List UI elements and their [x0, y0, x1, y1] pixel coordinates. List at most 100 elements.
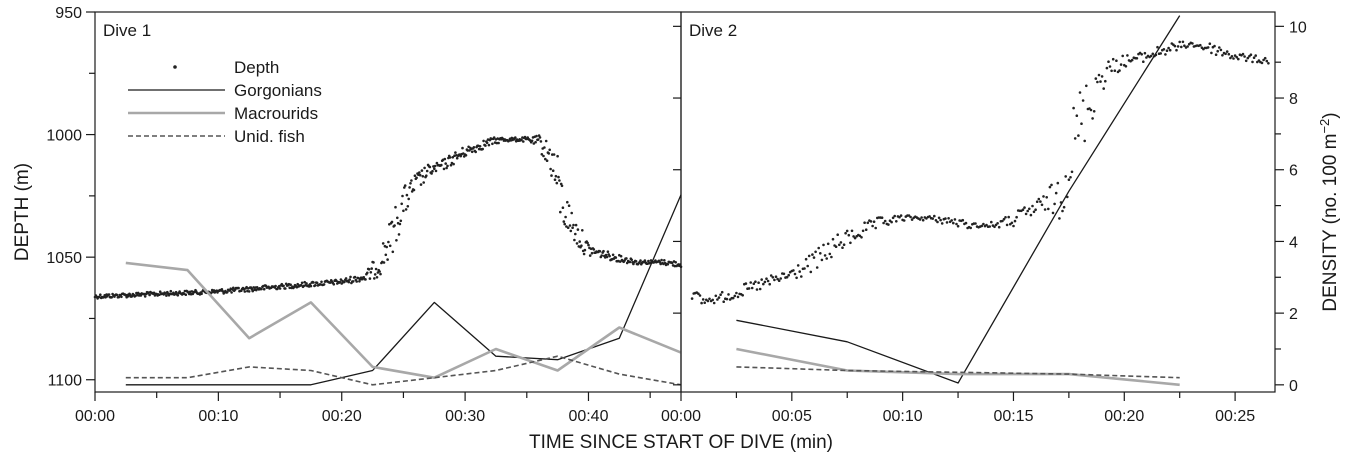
legend-label: Gorgonians — [234, 81, 322, 100]
depth-point — [484, 144, 487, 147]
depth-point — [1040, 203, 1044, 207]
depth-point — [608, 254, 611, 258]
depth-point — [1042, 195, 1045, 198]
depth-point — [1115, 59, 1118, 62]
depth-point — [408, 186, 411, 189]
depth-point — [826, 242, 830, 246]
depth-point — [936, 220, 939, 224]
depth-point — [1023, 206, 1026, 209]
depth-point — [435, 161, 439, 165]
depth-point — [625, 257, 628, 260]
depth-point — [700, 301, 703, 305]
depth-point — [666, 263, 670, 266]
depth-point — [1075, 114, 1079, 117]
depth-point — [1165, 49, 1169, 52]
depth-point — [1037, 197, 1041, 201]
depth-point — [548, 148, 551, 152]
depth-point — [1210, 51, 1213, 55]
depth-point — [566, 226, 570, 229]
depth-point — [974, 222, 977, 225]
right-y-tick-label: 0 — [1289, 378, 1298, 395]
depth-point — [332, 283, 336, 286]
depth-point — [555, 181, 559, 185]
depth-point — [443, 157, 447, 161]
depth-point — [409, 182, 412, 185]
series-line-unid-fish — [736, 366, 1180, 379]
depth-point — [736, 295, 740, 299]
depth-point — [485, 141, 489, 144]
panel-frame — [94, 11, 682, 393]
panel-label: Dive 1 — [103, 21, 151, 40]
depth-point — [798, 270, 801, 273]
depth-point — [883, 219, 887, 223]
depth-point — [407, 197, 411, 201]
right-y-axis-title-superscript: −2 — [1317, 119, 1332, 134]
depth-point — [1073, 137, 1077, 140]
depth-point — [575, 242, 579, 245]
depth-point — [571, 226, 574, 229]
depth-point — [322, 283, 326, 286]
depth-point — [628, 260, 632, 264]
depth-point — [774, 275, 778, 279]
depth-point — [1118, 69, 1121, 72]
depth-point — [1029, 213, 1033, 217]
x-tick-label: 00:20 — [1104, 408, 1144, 425]
depth-point — [1164, 53, 1167, 56]
depth-point — [375, 276, 379, 279]
depth-point — [1092, 110, 1096, 113]
depth-point — [1143, 51, 1147, 55]
depth-point — [243, 290, 247, 293]
depth-point — [792, 269, 795, 272]
depth-point — [446, 164, 449, 168]
depth-point — [348, 278, 352, 281]
depth-point — [374, 267, 378, 271]
depth-point — [701, 298, 705, 301]
depth-point — [1251, 60, 1254, 64]
depth-point — [174, 290, 178, 294]
depth-point — [430, 172, 433, 175]
depth-point — [412, 188, 416, 192]
depth-point — [787, 273, 790, 277]
depth-point — [1048, 185, 1052, 189]
depth-point — [1010, 221, 1014, 225]
depth-point — [670, 261, 674, 265]
depth-point — [950, 219, 953, 222]
depth-point — [882, 221, 885, 225]
depth-point — [1002, 217, 1006, 221]
depth-point — [415, 176, 418, 180]
depth-point — [1183, 44, 1186, 47]
depth-point — [785, 275, 789, 279]
depth-point — [763, 280, 767, 284]
depth-point — [522, 140, 525, 143]
depth-point — [358, 280, 361, 283]
depth-point — [918, 218, 922, 221]
depth-point — [944, 217, 947, 220]
depth-point — [549, 167, 552, 171]
depth-point — [766, 279, 770, 283]
depth-point — [120, 295, 123, 299]
depth-point — [955, 222, 958, 226]
depth-point — [539, 140, 543, 143]
depth-point — [893, 214, 896, 218]
depth-point — [720, 290, 724, 294]
depth-point — [448, 156, 452, 159]
depth-point — [1219, 48, 1223, 52]
depth-point — [1221, 54, 1224, 57]
depth-point — [1121, 54, 1124, 58]
depth-point — [390, 220, 394, 224]
depth-point — [988, 225, 991, 228]
depth-point — [434, 169, 438, 173]
depth-point — [367, 268, 371, 271]
depth-point — [1081, 99, 1085, 102]
x-tick-label: 00:15 — [993, 408, 1033, 425]
left-y-axis-title: DEPTH (m) — [12, 163, 33, 261]
depth-point — [247, 290, 251, 293]
depth-point — [961, 218, 965, 222]
depth-point — [1145, 56, 1148, 59]
depth-point — [842, 243, 846, 246]
depth-point — [169, 289, 173, 293]
depth-point — [578, 240, 581, 243]
depth-point — [1032, 210, 1036, 214]
x-tick-label: 00:25 — [1215, 408, 1255, 425]
depth-point — [847, 233, 851, 237]
